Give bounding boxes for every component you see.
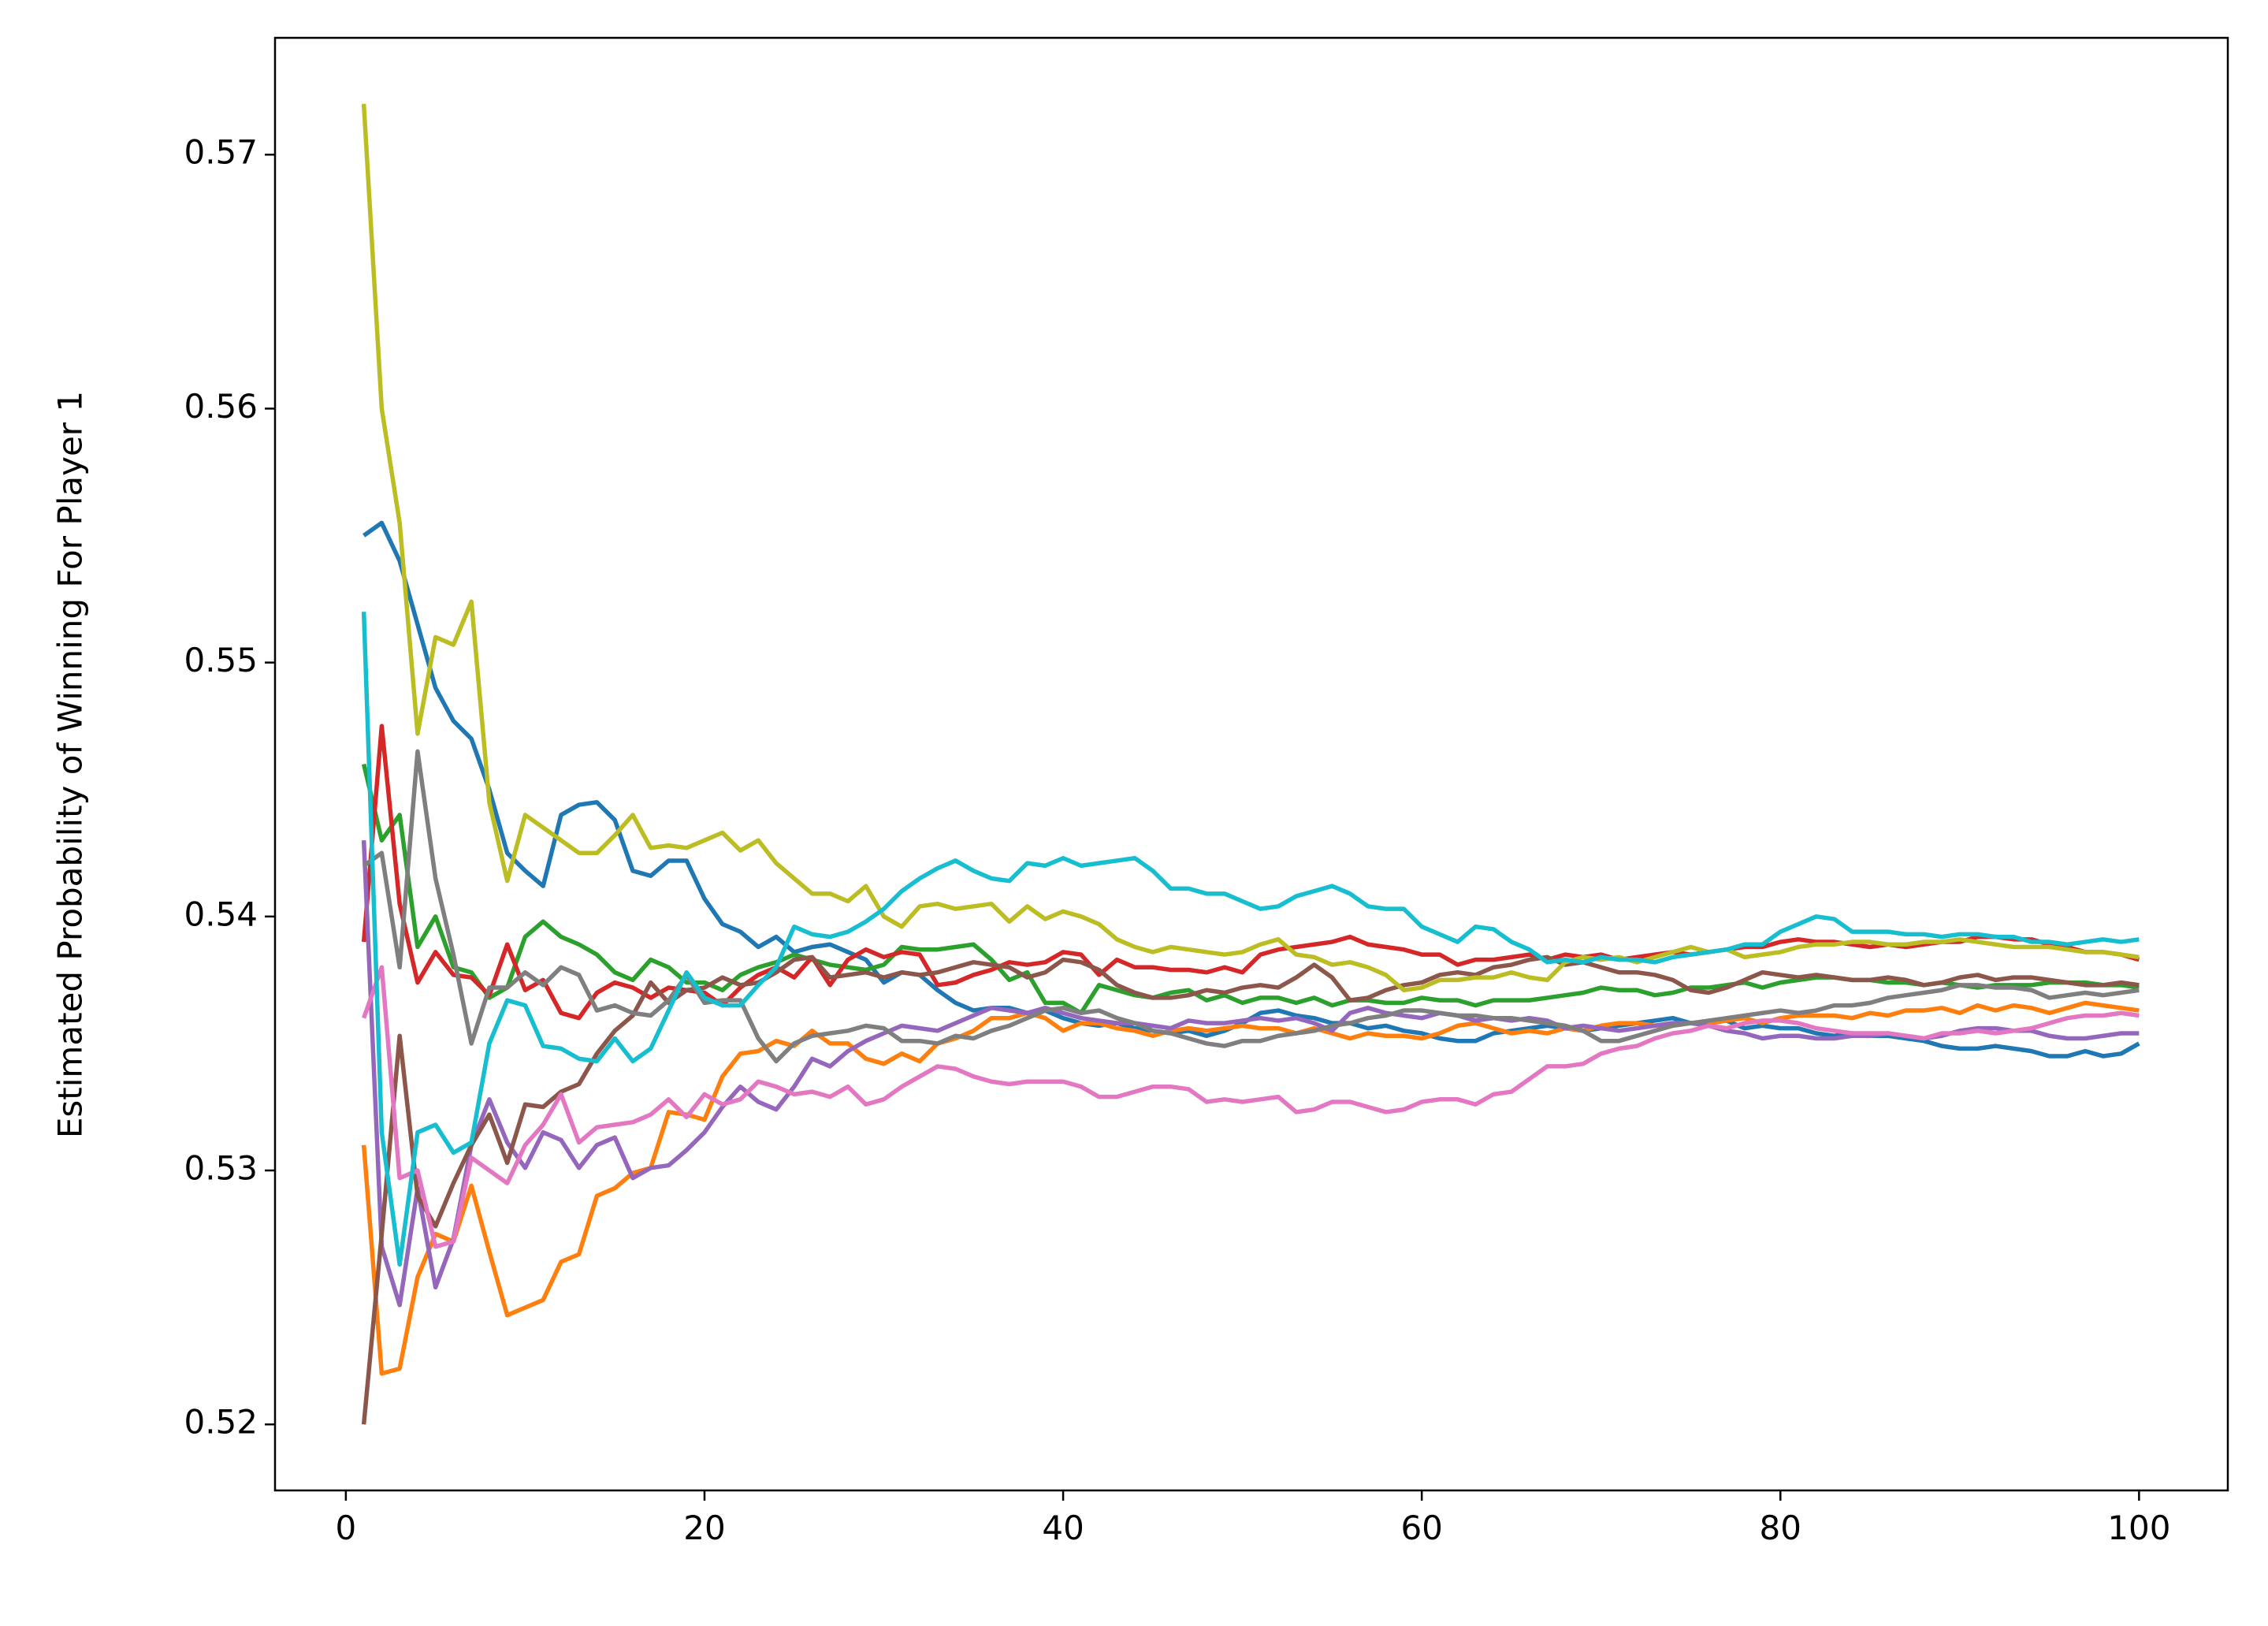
series-line	[361, 1000, 2140, 1376]
y-tick-label: 0.53	[184, 1149, 258, 1188]
x-tick-label: 100	[2107, 1509, 2170, 1547]
x-tick-label: 60	[1400, 1509, 1442, 1547]
series-line	[361, 612, 2140, 1267]
x-tick-label: 20	[683, 1509, 725, 1547]
series-line	[361, 840, 2140, 1308]
series-line	[361, 954, 2140, 1425]
y-tick-label: 0.52	[184, 1403, 258, 1442]
x-tick-label: 40	[1042, 1509, 1084, 1547]
series-line	[362, 965, 2140, 1249]
y-tick-label: 0.56	[184, 387, 258, 426]
plot-frame	[273, 36, 2229, 1492]
series-line	[361, 103, 2140, 993]
y-tick-label: 0.57	[184, 133, 258, 172]
y-tick-label: 0.55	[184, 641, 258, 679]
series-line	[363, 749, 2140, 1064]
x-tick-label: 0	[336, 1509, 357, 1547]
x-tick-label: 80	[1760, 1509, 1801, 1547]
y-axis-label: Estimated Probability of Winning For Pla…	[51, 391, 90, 1138]
y-tick-label: 0.54	[184, 895, 258, 933]
